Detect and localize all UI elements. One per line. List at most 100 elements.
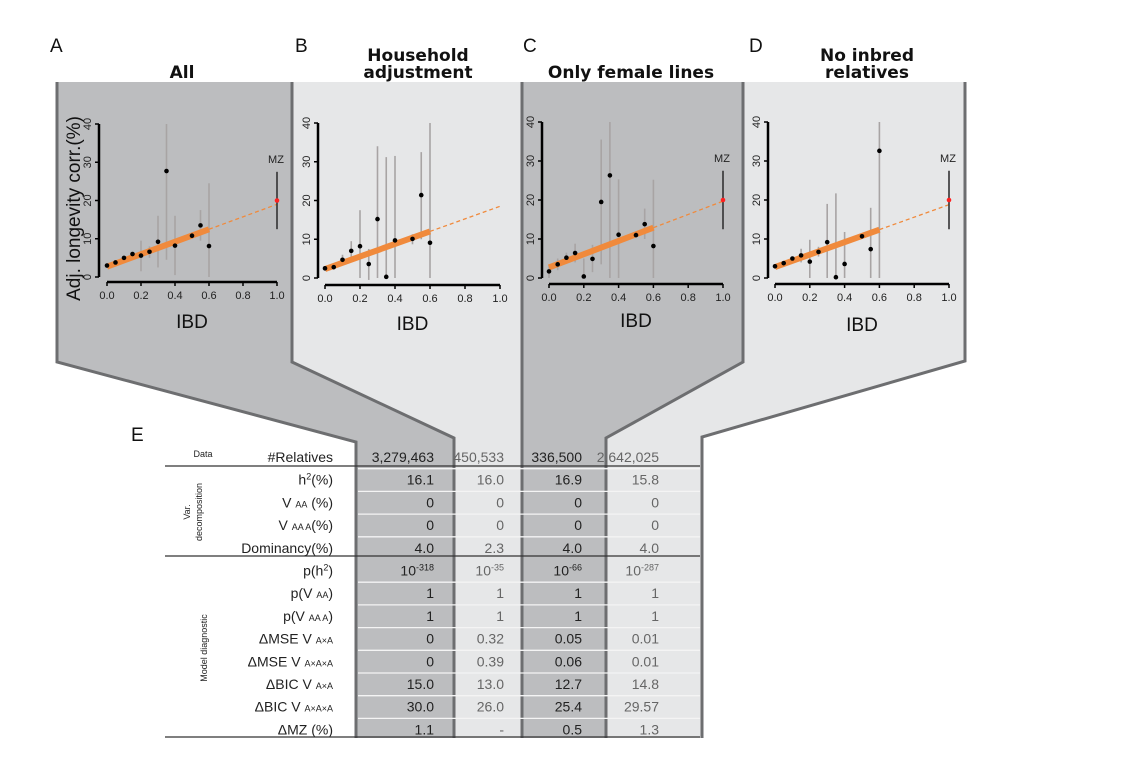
- group-label-var: Var.: [182, 504, 192, 519]
- row-label: #Relatives: [268, 449, 333, 465]
- row-label-part: ): [328, 563, 333, 579]
- y-axis-label: Adj. longevity corr.(%): [64, 116, 85, 301]
- mz-label: MZ: [714, 153, 730, 165]
- row-label-part: ΔMSE V: [259, 631, 316, 647]
- row-label: ΔMSE V A×A×A: [248, 653, 333, 669]
- row-label-part: (%): [311, 517, 333, 533]
- x-tick-label: 0.6: [646, 292, 661, 304]
- data-point: [410, 236, 415, 242]
- cell-value: 0: [651, 494, 659, 510]
- data-point: [807, 259, 813, 264]
- row-label-part: 2: [323, 563, 328, 573]
- panel-title: No inbred: [820, 46, 914, 66]
- mz-label: MZ: [268, 154, 284, 166]
- cell-value: 30.0: [407, 699, 434, 715]
- row-label: h2(%): [298, 472, 333, 488]
- y-tick-label: 0: [751, 275, 763, 281]
- data-point: [798, 253, 804, 258]
- cell-value: 0: [574, 494, 582, 510]
- row-label-part: ): [328, 608, 333, 624]
- row-label: p(V AA): [291, 585, 333, 601]
- data-point: [598, 199, 604, 205]
- panel-title: Household: [367, 46, 468, 66]
- panel-title: Only female lines: [548, 63, 714, 83]
- y-tick-label: 10: [525, 233, 537, 245]
- y-tick-label: 40: [751, 116, 763, 128]
- cell-value: 0: [426, 494, 434, 510]
- x-tick-label: 0.8: [235, 290, 250, 302]
- panel-letter: C: [523, 36, 537, 57]
- row-label: ΔBIC V A×A×A: [255, 699, 333, 715]
- cell-value: 1: [426, 585, 434, 601]
- row-label-part: AA A: [309, 613, 329, 623]
- cell-value: 15.8: [632, 472, 659, 488]
- x-tick-label: 0.2: [802, 292, 817, 304]
- x-tick-label: 0.6: [422, 293, 437, 305]
- data-point: [322, 266, 328, 271]
- row-label: Dominancy(%): [241, 540, 333, 556]
- fit-extrapolation: [208, 203, 278, 230]
- y-tick-label: 10: [301, 233, 313, 245]
- cell-base: 10: [553, 563, 569, 579]
- cell-value: 0: [496, 494, 504, 510]
- fit-extrapolation: [879, 204, 950, 231]
- y-tick-label: 40: [301, 117, 313, 129]
- x-tick-label: 1.0: [269, 290, 284, 302]
- x-tick-label: 0.2: [576, 292, 591, 304]
- data-point: [833, 274, 839, 280]
- data-point: [616, 232, 621, 238]
- data-point: [392, 238, 398, 243]
- data-point: [418, 192, 424, 198]
- cell-value: 29.57: [624, 699, 659, 715]
- chart-a: 0 10 20 30 40 0.0 0.2 0.4 0.6 0.8 1.0 IBD Adj. longe…: [64, 116, 285, 333]
- cell-value: 13.0: [477, 676, 504, 692]
- table-row: ΔMZ (%) 1.1 - 0.5 1.3: [278, 717, 700, 737]
- cell-value: 16.9: [555, 472, 582, 488]
- row-label: ΔMZ (%): [278, 721, 333, 737]
- y-tick-label: 40: [525, 116, 537, 128]
- cell-value: -: [499, 721, 504, 737]
- charts: 0 10 20 30 40 0.0 0.2 0.4 0.6 0.8 1.0 IBD Adj. longe…: [64, 116, 957, 336]
- group-label-data: Data: [193, 449, 212, 459]
- panel-letter: A: [50, 36, 63, 57]
- panel-c-background: [522, 82, 743, 738]
- x-tick-label: 0.6: [872, 292, 887, 304]
- data-point: [824, 239, 830, 245]
- cell-value: 25.4: [555, 699, 582, 715]
- data-point: [366, 261, 372, 267]
- x-tick-label: 0.2: [133, 290, 148, 302]
- panel-c-border-right: [604, 82, 745, 738]
- panel-d-background: [606, 82, 965, 738]
- table-row: p(V AA) 1 1 1 1: [291, 581, 700, 601]
- x-tick-label: 0.8: [681, 292, 696, 304]
- chart-d: 0 10 20 30 40 0.0 0.2 0.4 0.6 0.8 1.0 IBD MZ: [751, 116, 957, 336]
- cell-value: 16.1: [407, 472, 434, 488]
- cell-value: 0: [426, 631, 434, 647]
- table-row: ΔBIC V A×A 15.0 13.0 12.7 14.8: [266, 672, 700, 692]
- data-point: [375, 216, 380, 222]
- cell-value: 1: [651, 608, 659, 624]
- cell-value: 2,642,025: [597, 449, 659, 465]
- data-point: [138, 253, 144, 258]
- row-label-part: p(h: [303, 563, 323, 579]
- row-label-part: ΔBIC V: [255, 699, 305, 715]
- cell-value: 10-66: [553, 563, 582, 579]
- row-label-part: ΔMSE V: [248, 653, 305, 669]
- data-point: [555, 262, 560, 267]
- cell-value: 26.0: [477, 699, 504, 715]
- x-axis-label: IBD: [397, 314, 429, 335]
- data-point: [772, 264, 778, 269]
- y-tick-label: 30: [525, 155, 537, 167]
- panel-letter: B: [295, 36, 308, 57]
- cell-value: 16.0: [477, 472, 504, 488]
- data-point: [572, 250, 578, 256]
- cell-value: 1: [496, 585, 504, 601]
- row-label-part: ΔMZ (%): [278, 721, 333, 737]
- data-point: [147, 249, 152, 255]
- y-tick-label: 10: [82, 233, 94, 245]
- table-row: p(h2) 10-318 10-35 10-66 10-287: [303, 563, 659, 579]
- row-label-part: Dominancy(%): [241, 540, 333, 556]
- data-point: [206, 243, 212, 249]
- data-point: [859, 233, 865, 239]
- y-tick-label: 10: [751, 233, 763, 245]
